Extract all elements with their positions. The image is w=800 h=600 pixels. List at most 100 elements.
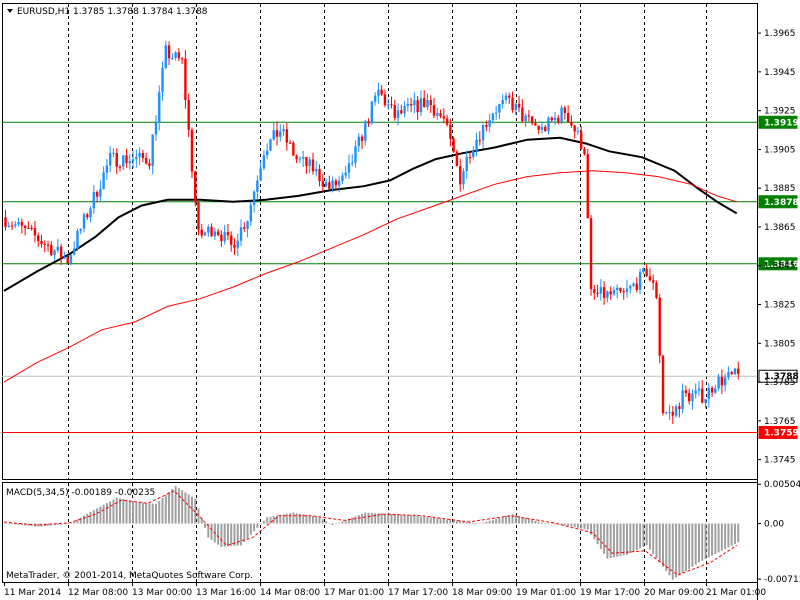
macd-histogram-bar xyxy=(688,523,691,569)
candle-down xyxy=(59,246,63,258)
macd-histogram-bar xyxy=(563,523,566,526)
candle-down xyxy=(30,228,33,230)
candle-down xyxy=(508,95,511,98)
candle-down xyxy=(684,390,688,394)
candle-up xyxy=(239,227,243,241)
candle-down xyxy=(655,282,658,298)
y-tick-label: 1.3925 xyxy=(764,107,796,117)
macd-histogram-bar xyxy=(243,523,246,542)
macd-histogram-bar xyxy=(580,523,583,529)
candle-down xyxy=(730,372,733,375)
candle-down xyxy=(527,115,531,117)
x-tick-label: 18 Mar 09:00 xyxy=(452,588,512,598)
candles xyxy=(4,40,740,424)
macd-histogram-bar xyxy=(406,515,409,524)
candle-up xyxy=(642,268,645,272)
price-level-label: 1.3788 xyxy=(764,372,799,382)
candle-up xyxy=(491,113,495,121)
macd-histogram-bar xyxy=(109,501,112,524)
candle-up xyxy=(282,129,285,132)
candle-up xyxy=(76,231,79,249)
macd-histogram-bar xyxy=(570,523,573,527)
macd-histogram-bar xyxy=(200,518,203,524)
macd-histogram-bar xyxy=(658,523,661,563)
copyright-text: MetaTrader, © 2001-2014, MetaQuotes Soft… xyxy=(6,571,253,581)
candle-down xyxy=(10,225,14,227)
macd-histogram-bar xyxy=(413,515,416,524)
candle-down xyxy=(226,232,230,236)
candle-up xyxy=(158,92,161,123)
macd-histogram-bar xyxy=(92,510,95,524)
candle-up xyxy=(694,390,697,394)
candle-up xyxy=(138,152,141,157)
candle-down xyxy=(285,129,289,143)
macd-histogram-bar xyxy=(478,523,481,525)
macd-histogram-bar xyxy=(246,523,249,539)
macd-histogram-bar xyxy=(269,516,272,524)
macd-histogram-bar xyxy=(105,503,108,524)
candle-down xyxy=(210,226,213,237)
candle-up xyxy=(246,221,249,229)
candle-down xyxy=(635,283,639,290)
macd-histogram-bar xyxy=(266,517,269,524)
candle-up xyxy=(370,101,374,124)
macd-histogram-bar xyxy=(550,523,553,525)
candle-up xyxy=(674,406,678,416)
candle-down xyxy=(658,297,661,356)
macd-histogram-bar xyxy=(122,499,125,524)
macd-histogram-bar xyxy=(240,523,243,546)
price-level-box xyxy=(758,195,798,209)
candle-up xyxy=(396,110,400,118)
macd-histogram-bar xyxy=(17,523,20,525)
candle-up xyxy=(387,104,390,106)
macd-histogram-bar xyxy=(295,513,298,524)
candle-up xyxy=(377,89,380,96)
price-level-box xyxy=(758,115,798,129)
candle-up xyxy=(475,139,478,151)
candle-down xyxy=(334,180,338,186)
candle-down xyxy=(20,222,24,226)
macd-histogram-bar xyxy=(642,523,645,547)
macd-histogram-bar xyxy=(279,514,282,524)
candle-up xyxy=(462,171,465,185)
candle-down xyxy=(321,181,324,187)
candle-down xyxy=(648,276,652,281)
candle-up xyxy=(599,287,603,294)
macd-histogram-bar xyxy=(69,523,72,525)
candle-up xyxy=(14,224,17,226)
candle-up xyxy=(632,283,635,286)
price-level-label: 1.3846 xyxy=(764,260,799,270)
macd-histogram-bar xyxy=(125,499,128,524)
macd-histogram-bar xyxy=(518,516,521,524)
candle-down xyxy=(678,406,681,410)
candle-up xyxy=(488,120,491,127)
macd-histogram-bar xyxy=(7,523,10,525)
macd-histogram-bar xyxy=(593,523,596,540)
macd-histogram-bar xyxy=(249,523,252,535)
candle-down xyxy=(468,156,472,158)
candle-down xyxy=(445,118,449,125)
macd-histogram-bar xyxy=(694,523,697,565)
dropdown-triangle-icon[interactable] xyxy=(7,9,13,13)
macd-histogram-bar xyxy=(347,518,350,524)
macd-histogram-bar xyxy=(285,513,288,524)
macd-histogram-bar xyxy=(27,523,30,526)
macd-histogram-bar xyxy=(622,523,625,556)
macd-histogram-bar xyxy=(655,523,658,559)
candle-up xyxy=(426,100,429,108)
candle-down xyxy=(570,122,573,126)
macd-histogram-bar xyxy=(629,523,632,554)
candle-up xyxy=(213,231,217,237)
candle-down xyxy=(720,376,724,386)
macd-histogram-bar xyxy=(96,508,99,524)
candle-down xyxy=(305,157,308,166)
macd-histogram-bar xyxy=(475,523,478,524)
candle-down xyxy=(478,139,482,141)
candle-up xyxy=(122,155,125,167)
macd-histogram-bar xyxy=(429,517,432,524)
candle-up xyxy=(357,136,360,147)
candle-down xyxy=(609,291,612,295)
candle-down xyxy=(602,287,606,298)
candle-down xyxy=(230,235,233,245)
macd-histogram-bar xyxy=(393,514,396,524)
